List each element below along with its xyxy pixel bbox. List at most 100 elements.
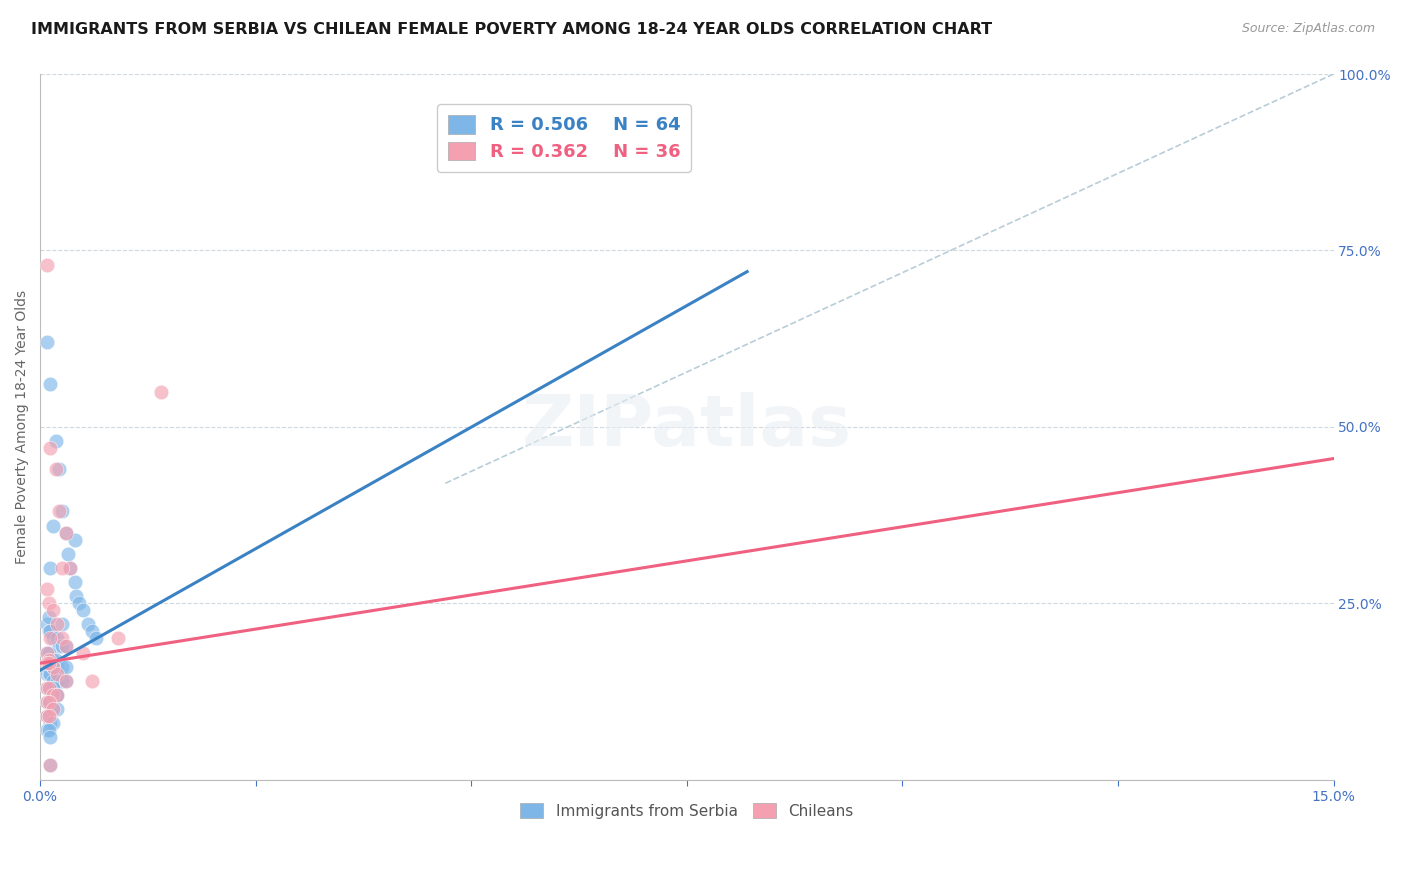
Point: [39, 758, 62, 772]
Point: [35, 258, 58, 272]
Point: [39, 561, 62, 575]
Point: [80, 673, 103, 688]
Legend: Immigrants from Serbia, Chileans: Immigrants from Serbia, Chileans: [515, 797, 859, 825]
Point: [39, 653, 62, 667]
Point: [51, 617, 73, 632]
Point: [46, 659, 69, 673]
Point: [38, 624, 60, 639]
Point: [42, 716, 65, 731]
Point: [35, 646, 58, 660]
Point: [63, 575, 86, 590]
Point: [72, 603, 94, 617]
Point: [59, 561, 82, 575]
Point: [35, 646, 58, 660]
Point: [55, 639, 77, 653]
Point: [39, 758, 62, 772]
Point: [51, 659, 73, 673]
Point: [42, 653, 65, 667]
Point: [39, 666, 62, 681]
Point: [38, 656, 60, 670]
Point: [42, 632, 65, 646]
Point: [65, 589, 87, 603]
Point: [35, 681, 58, 695]
Point: [45, 688, 67, 702]
Point: [42, 702, 65, 716]
Point: [38, 596, 60, 610]
Point: [38, 723, 60, 738]
Point: [48, 504, 70, 518]
Point: [38, 653, 60, 667]
Point: [38, 695, 60, 709]
Point: [39, 624, 62, 639]
Point: [35, 617, 58, 632]
Point: [39, 695, 62, 709]
Point: [48, 639, 70, 653]
Point: [72, 646, 94, 660]
Point: [39, 731, 62, 745]
Point: [38, 709, 60, 723]
Point: [39, 377, 62, 392]
Point: [46, 688, 69, 702]
Point: [55, 673, 77, 688]
Point: [76, 617, 98, 632]
Text: IMMIGRANTS FROM SERBIA VS CHILEAN FEMALE POVERTY AMONG 18-24 YEAR OLDS CORRELATI: IMMIGRANTS FROM SERBIA VS CHILEAN FEMALE…: [31, 22, 993, 37]
Point: [46, 632, 69, 646]
Point: [35, 709, 58, 723]
Point: [35, 335, 58, 350]
Point: [35, 709, 58, 723]
Point: [55, 639, 77, 653]
Point: [51, 632, 73, 646]
Point: [35, 695, 58, 709]
Point: [38, 695, 60, 709]
Point: [42, 702, 65, 716]
Point: [42, 673, 65, 688]
Point: [84, 632, 107, 646]
Point: [63, 533, 86, 547]
Text: ZIPatlas: ZIPatlas: [522, 392, 852, 461]
Point: [38, 681, 60, 695]
Point: [48, 462, 70, 476]
Point: [35, 666, 58, 681]
Point: [51, 673, 73, 688]
Point: [51, 504, 73, 518]
Point: [38, 681, 60, 695]
Point: [35, 656, 58, 670]
Text: Source: ZipAtlas.com: Source: ZipAtlas.com: [1241, 22, 1375, 36]
Point: [39, 441, 62, 455]
Point: [39, 681, 62, 695]
Point: [80, 624, 103, 639]
Point: [35, 681, 58, 695]
Point: [35, 582, 58, 596]
Point: [42, 659, 65, 673]
Point: [39, 716, 62, 731]
Point: [45, 462, 67, 476]
Point: [35, 695, 58, 709]
Point: [55, 525, 77, 540]
Point: [51, 639, 73, 653]
Point: [55, 525, 77, 540]
Point: [38, 646, 60, 660]
Point: [42, 688, 65, 702]
Point: [46, 702, 69, 716]
Point: [42, 518, 65, 533]
Point: [56, 547, 79, 561]
Point: [39, 632, 62, 646]
Point: [38, 709, 60, 723]
Point: [67, 596, 90, 610]
Point: [46, 666, 69, 681]
Point: [59, 561, 82, 575]
Point: [107, 632, 129, 646]
Point: [55, 659, 77, 673]
Y-axis label: Female Poverty Among 18-24 Year Olds: Female Poverty Among 18-24 Year Olds: [15, 290, 30, 564]
Point: [45, 434, 67, 448]
Point: [46, 688, 69, 702]
Point: [38, 666, 60, 681]
Point: [46, 673, 69, 688]
Point: [46, 617, 69, 632]
Point: [35, 723, 58, 738]
Point: [42, 659, 65, 673]
Point: [42, 681, 65, 695]
Point: [55, 673, 77, 688]
Point: [149, 384, 172, 399]
Point: [51, 561, 73, 575]
